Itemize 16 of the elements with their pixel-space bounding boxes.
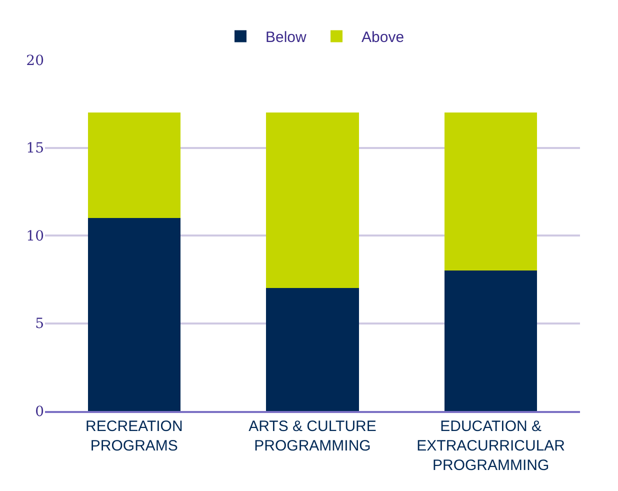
x-tick-label: RECREATION PROGRAMS [86,418,183,454]
x-tick-label: EDUCATION & EXTRACURRICULAR PROGRAMMING [416,418,566,474]
bar [266,288,359,411]
y-tick-label: 20 [26,52,44,69]
legend-label: Below [266,29,307,46]
legend-label: Above [362,29,404,46]
bar [266,112,359,288]
y-tick-label: 15 [26,140,44,157]
bar [88,112,181,218]
y-tick-label: 10 [26,228,44,244]
y-tick-label: 5 [35,316,44,332]
y-tick-label: 0 [35,404,44,420]
x-tick-label: ARTS & CULTURE PROGRAMMING [248,418,376,454]
bar [88,218,181,411]
bar [444,270,538,411]
bar [444,112,538,271]
